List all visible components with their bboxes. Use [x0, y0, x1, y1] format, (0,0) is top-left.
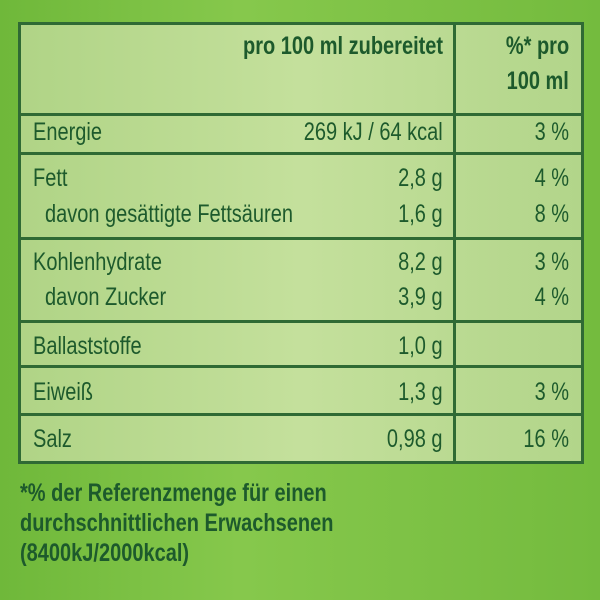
row-percent-eiweiss: 3 %	[534, 378, 569, 406]
header-percent-line1: %* pro	[505, 32, 569, 60]
footnote-line: durchschnittlichen Erwachsenen	[20, 509, 334, 537]
row-name-fett: Fett	[33, 164, 68, 192]
row-amount-saturated: 1,6 g	[398, 200, 443, 228]
footnote-line: (8400kJ/2000kcal)	[20, 539, 190, 567]
row-name-zucker: davon Zucker	[45, 283, 167, 311]
row-divider	[21, 113, 581, 116]
row-name-ballaststoffe: Ballaststoffe	[33, 332, 142, 360]
row-amount-fett: 2,8 g	[398, 164, 443, 192]
row-name-kohlenhydrate: Kohlenhydrate	[33, 248, 162, 276]
footnote-line: *% der Referenzmenge für einen	[20, 479, 327, 507]
row-name-saturated: davon gesättigte Fettsäuren	[45, 200, 293, 228]
row-amount-energie: 269 kJ / 64 kcal	[304, 118, 443, 146]
row-percent-energie: 3 %	[534, 118, 569, 146]
row-name-salz: Salz	[33, 425, 72, 453]
column-divider	[453, 25, 456, 461]
header-percent-line2: 100 ml	[506, 67, 569, 95]
row-percent-salz: 16 %	[523, 425, 569, 453]
row-divider	[21, 237, 581, 240]
footnote: *% der Referenzmenge für einen durchschn…	[20, 478, 412, 568]
header-amount: pro 100 ml zubereitet	[242, 32, 443, 60]
row-name-eiweiss: Eiweiß	[33, 378, 94, 406]
row-amount-eiweiss: 1,3 g	[398, 378, 443, 406]
row-divider	[21, 365, 581, 368]
row-percent-kohlenhydrate: 3 %	[534, 248, 569, 276]
nutrition-table: pro 100 ml zubereitet %* pro 100 ml Ener…	[18, 22, 584, 464]
row-amount-zucker: 3,9 g	[398, 283, 443, 311]
row-amount-kohlenhydrate: 8,2 g	[398, 248, 443, 276]
row-percent-fett: 4 %	[534, 164, 569, 192]
row-divider	[21, 413, 581, 416]
row-percent-zucker: 4 %	[534, 283, 569, 311]
row-percent-saturated: 8 %	[534, 200, 569, 228]
row-divider	[21, 152, 581, 155]
row-amount-salz: 0,98 g	[387, 425, 443, 453]
row-name-energie: Energie	[33, 118, 102, 146]
row-divider	[21, 320, 581, 323]
row-amount-ballaststoffe: 1,0 g	[398, 332, 443, 360]
